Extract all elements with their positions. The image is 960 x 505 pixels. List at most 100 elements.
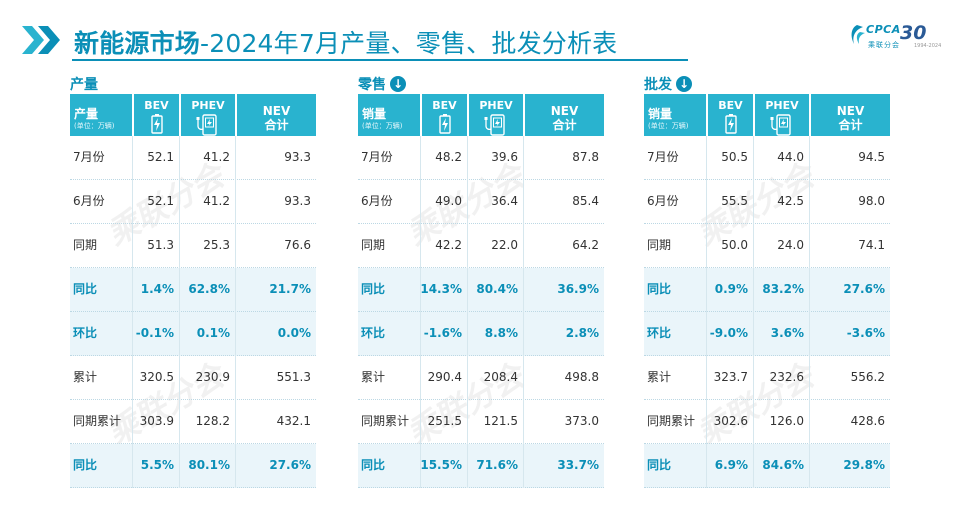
data-table: 销量 (单位：万辆) BEV PHEV NEV 合计 7月份 48.2 39.6 87.8 6月份 4… <box>358 94 604 488</box>
cell-phev: 25.3 <box>203 238 230 252</box>
cell-nev: 428.6 <box>850 414 885 428</box>
table-row: 累计 320.5 230.9 551.3 <box>70 356 316 400</box>
cell-nev: -3.6% <box>846 326 885 340</box>
cell-phev: 24.0 <box>777 238 804 252</box>
column-divider <box>132 136 133 488</box>
cell-bev: 48.2 <box>435 150 462 164</box>
header-cell-nev: NEV 合计 <box>235 94 316 136</box>
table-row: 同期累计 302.6 126.0 428.6 <box>644 400 890 444</box>
header-unit-label: (单位：万辆) <box>74 122 115 130</box>
header-phev-label: PHEV <box>479 99 513 112</box>
down-arrow-circle-icon: ↓ <box>676 76 692 92</box>
section-heading: 零售 ↓ <box>358 74 406 94</box>
cell-phev: 22.0 <box>491 238 518 252</box>
table-row: 同比 6.9% 84.6% 29.8% <box>644 444 890 488</box>
header-metric-label: 产量 <box>74 107 99 121</box>
cell-phev: 41.2 <box>203 194 230 208</box>
row-label: 6月份 <box>73 194 105 208</box>
header-cell-bev: BEV <box>420 94 467 136</box>
table-row: 同比 14.3% 80.4% 36.9% <box>358 268 604 312</box>
table-row: 同期 50.0 24.0 74.1 <box>644 224 890 268</box>
table-row: 同期 51.3 25.3 76.6 <box>70 224 316 268</box>
header-nev-label: NEV <box>550 104 579 118</box>
cell-bev: 320.5 <box>139 370 174 384</box>
logo-text: CPCA <box>866 23 901 36</box>
row-label: 7月份 <box>361 150 393 164</box>
table-row: 同比 0.9% 83.2% 27.6% <box>644 268 890 312</box>
row-label: 同期累计 <box>73 414 122 428</box>
row-label: 同期累计 <box>647 414 696 428</box>
header-phev-label: PHEV <box>191 99 225 112</box>
header-phev-label: PHEV <box>765 99 799 112</box>
column-divider <box>420 136 421 488</box>
cell-bev: 5.5% <box>140 458 174 472</box>
column-divider <box>753 136 754 488</box>
title-underline <box>72 59 688 61</box>
table-row: 6月份 52.1 41.2 93.3 <box>70 180 316 224</box>
header-bev-label: BEV <box>144 99 169 112</box>
cell-bev: 303.9 <box>139 414 174 428</box>
cell-phev: 230.9 <box>195 370 230 384</box>
row-label: 同期 <box>73 238 98 252</box>
section-heading: 批发 ↓ <box>644 74 692 94</box>
cell-bev: 52.1 <box>147 194 174 208</box>
cell-bev: -9.0% <box>709 326 748 340</box>
charging-plug-icon <box>484 114 508 139</box>
header-nev-total-label: 合计 <box>264 118 289 132</box>
cell-nev: 98.0 <box>858 194 885 208</box>
cell-bev: 290.4 <box>427 370 462 384</box>
header-cell-phev: PHEV <box>753 94 809 136</box>
column-divider <box>467 136 468 488</box>
row-label: 环比 <box>647 326 672 340</box>
column-divider <box>523 136 524 488</box>
cell-phev: 126.0 <box>769 414 804 428</box>
cell-nev: 87.8 <box>572 150 599 164</box>
charging-plug-icon <box>196 114 220 139</box>
cell-nev: 94.5 <box>858 150 885 164</box>
section-heading-text: 零售 <box>358 77 386 93</box>
cell-phev: 8.8% <box>484 326 518 340</box>
row-label: 累计 <box>73 370 98 384</box>
cell-nev: 2.8% <box>565 326 599 340</box>
cell-bev: -1.6% <box>423 326 462 340</box>
cell-bev: 6.9% <box>714 458 748 472</box>
cell-bev: 251.5 <box>427 414 462 428</box>
cell-phev: 0.1% <box>196 326 230 340</box>
table-row: 同期累计 303.9 128.2 432.1 <box>70 400 316 444</box>
anniversary-years: 1994-2024 <box>914 43 942 49</box>
table-row: 同比 15.5% 71.6% 33.7% <box>358 444 604 488</box>
row-label: 累计 <box>647 370 672 384</box>
page-title-bold: 新能源市场 <box>74 29 201 58</box>
table-row: 同比 1.4% 62.8% 21.7% <box>70 268 316 312</box>
down-arrow-circle-icon: ↓ <box>390 76 406 92</box>
cell-bev: 14.3% <box>420 282 462 296</box>
cell-bev: 52.1 <box>147 150 174 164</box>
cell-nev: 85.4 <box>572 194 599 208</box>
table-row: 同比 5.5% 80.1% 27.6% <box>70 444 316 488</box>
row-label: 环比 <box>361 326 386 340</box>
header-cell-phev: PHEV <box>179 94 235 136</box>
section-heading-text: 批发 <box>644 77 672 93</box>
anniversary-number: 30 <box>900 22 927 44</box>
charging-plug-icon <box>770 114 794 139</box>
cell-bev: 323.7 <box>713 370 748 384</box>
cell-nev: 498.8 <box>564 370 599 384</box>
section-heading: 产量 <box>70 74 98 94</box>
cell-bev: 55.5 <box>721 194 748 208</box>
cell-nev: 432.1 <box>276 414 311 428</box>
double-chevron-icon <box>22 26 60 54</box>
cell-phev: 62.8% <box>188 282 230 296</box>
row-label: 环比 <box>73 326 98 340</box>
cell-nev: 556.2 <box>850 370 885 384</box>
table-row: 环比 -1.6% 8.8% 2.8% <box>358 312 604 356</box>
header-nev-label: NEV <box>836 104 865 118</box>
header-cell-metric: 产量 (单位：万辆) <box>70 94 132 136</box>
cell-phev: 44.0 <box>777 150 804 164</box>
cell-phev: 41.2 <box>203 150 230 164</box>
cell-bev: -0.1% <box>135 326 174 340</box>
cell-nev: 64.2 <box>572 238 599 252</box>
logo-subtext: 乘联分会 <box>868 41 900 49</box>
page-title: 新能源市场-2024年7月产量、零售、批发分析表 <box>74 24 617 60</box>
header-nev-total-label: 合计 <box>552 118 577 132</box>
cell-nev: 33.7% <box>557 458 599 472</box>
